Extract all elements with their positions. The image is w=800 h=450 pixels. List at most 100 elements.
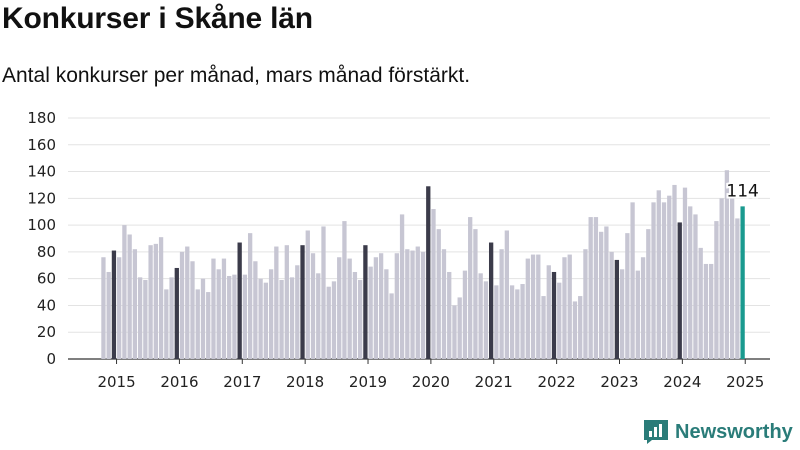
- x-axis: 2015 2016 2017 2018 2019 2020 2021 2022 2023 2024…: [97, 359, 764, 391]
- bar-2023-10: [651, 202, 656, 359]
- bar-2016-4: [179, 251, 185, 359]
- bar-2017-7: [258, 278, 263, 359]
- bar-2023-7: [635, 270, 640, 359]
- bar-2022-4: [557, 282, 562, 359]
- bar-2022-6: [567, 254, 572, 359]
- x-tick-label: 2015: [97, 373, 135, 391]
- y-tick-label: 180: [27, 109, 56, 127]
- bar-2017-5: [247, 233, 253, 359]
- bar-2023-6: [630, 202, 635, 359]
- x-tick-label: 2017: [223, 373, 261, 391]
- y-tick-label: 20: [37, 323, 56, 341]
- x-tick-label: 2025: [726, 373, 764, 391]
- bar-2015-3: [111, 250, 117, 359]
- bar-2022-1: [541, 296, 546, 359]
- x-tick-label: 2018: [286, 373, 324, 391]
- bar-2024-11: [719, 198, 724, 359]
- bar-2020-8: [452, 305, 457, 359]
- x-tick-label: 2020: [412, 373, 450, 391]
- bar-2016-9: [206, 292, 211, 359]
- bar-2016-6: [190, 261, 195, 359]
- bar-2019-9: [394, 253, 399, 359]
- bar-2019-1: [352, 271, 358, 359]
- bar-2015-9: [143, 280, 148, 359]
- bar-2017-3: [237, 242, 242, 359]
- bar-2018-4: [305, 230, 310, 359]
- bar-2023-9: [646, 229, 651, 359]
- x-tick-label: 2021: [475, 373, 513, 391]
- bar-2018-1: [289, 277, 295, 359]
- bar-series: [101, 170, 745, 359]
- bar-2017-6: [253, 261, 258, 359]
- bar-2024-6: [693, 214, 698, 359]
- y-tick-label: 160: [27, 136, 56, 154]
- bar-2021-9: [520, 284, 525, 359]
- bar-2024-5: [688, 206, 693, 359]
- bar-2018-8: [326, 286, 331, 359]
- y-tick-label: 80: [37, 243, 56, 261]
- bar-2015-10: [148, 245, 153, 359]
- brand-name: Newsworthy: [675, 420, 793, 443]
- bar-2019-7: [384, 269, 389, 359]
- y-axis: 0 20 40 60 80 100 120 140 160 180: [27, 109, 56, 368]
- bar-2015-12: [158, 237, 164, 359]
- bar-2022-7: [572, 301, 578, 359]
- bar-2018-9: [331, 281, 337, 359]
- bar-2016-11: [216, 269, 221, 359]
- bar-2021-4: [494, 285, 499, 359]
- y-tick-label: 0: [46, 350, 56, 368]
- data-labels: 114: [724, 179, 760, 203]
- y-tick-label: 40: [37, 296, 56, 314]
- bar-2016-3: [174, 267, 179, 359]
- bar-2024-3: [677, 222, 682, 359]
- bar-2023-8: [640, 257, 646, 359]
- bar-2020-3: [426, 186, 431, 359]
- bar-2019-12: [410, 250, 415, 359]
- bar-2020-9: [457, 297, 462, 359]
- bar-2023-5: [625, 233, 630, 359]
- newsworthy-logo-icon: [644, 420, 668, 444]
- bar-2015-11: [153, 243, 158, 359]
- bar-2019-3: [363, 245, 368, 359]
- bar-2019-5: [373, 257, 379, 359]
- bar-2023-12: [661, 202, 667, 359]
- latest-value-label: 114: [726, 181, 758, 201]
- bar-2015-4: [117, 257, 122, 359]
- bar-2017-1: [227, 275, 232, 359]
- bar-2018-11: [342, 221, 347, 359]
- x-tick-label: 2016: [160, 373, 198, 391]
- bar-2018-3: [300, 245, 305, 359]
- bar-2017-11: [279, 280, 284, 359]
- page-title: Konkurser i Skåne län: [2, 2, 313, 35]
- bar-2015-2: [106, 271, 111, 359]
- bar-2016-5: [185, 246, 190, 359]
- bar-2020-5: [436, 229, 441, 359]
- y-tick-label: 120: [27, 189, 56, 207]
- chart-subtitle: Antal konkurser per månad, mars månad fö…: [2, 64, 471, 87]
- bar-2021-8: [515, 289, 520, 359]
- bar-2023-3: [614, 259, 620, 359]
- bar-2020-6: [441, 249, 447, 359]
- bar-2019-6: [378, 253, 384, 359]
- bar-2015-7: [132, 249, 138, 359]
- bar-2021-6: [504, 230, 509, 359]
- bar-2023-4: [619, 269, 625, 359]
- bar-2021-3: [488, 242, 494, 359]
- bar-2019-10: [399, 214, 405, 359]
- bar-2018-10: [337, 257, 342, 359]
- bar-2025-1: [729, 192, 735, 359]
- bar-2019-8: [389, 293, 394, 359]
- x-tick-label: 2022: [538, 373, 576, 391]
- bar-2015-5: [122, 225, 127, 359]
- bar-2016-8: [200, 278, 206, 359]
- bar-2021-7: [509, 285, 515, 359]
- bar-2017-8: [263, 282, 269, 359]
- bar-2015-1: [101, 257, 106, 359]
- bar-2020-2: [420, 251, 426, 359]
- bar-2018-2: [295, 265, 300, 359]
- bar-2022-5: [562, 257, 567, 359]
- bar-2022-10: [588, 217, 593, 359]
- bar-2020-1: [415, 246, 420, 359]
- bar-2024-12: [724, 170, 730, 359]
